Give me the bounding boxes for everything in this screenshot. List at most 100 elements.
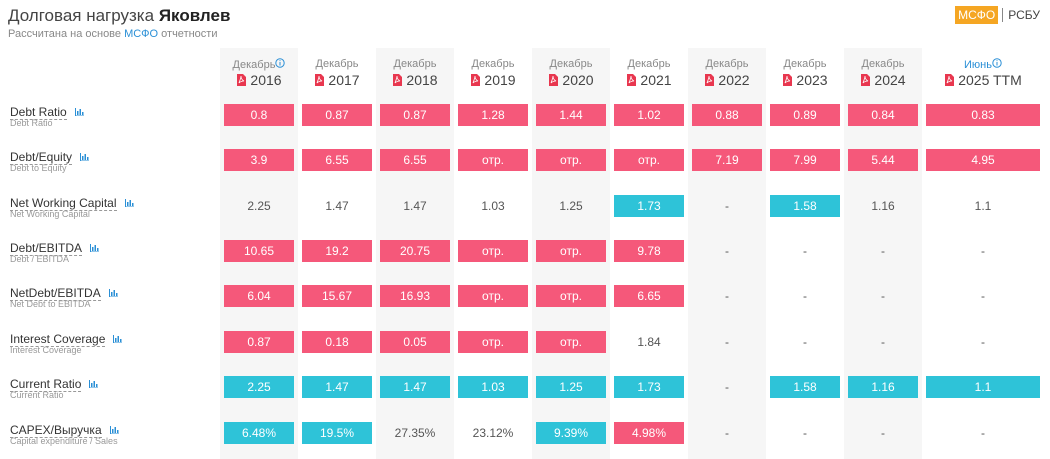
cell: -	[981, 335, 985, 349]
chart-icon[interactable]	[124, 199, 134, 208]
pdf-icon[interactable]	[236, 74, 247, 86]
cell: отр.	[614, 149, 684, 171]
cell: -	[881, 335, 885, 349]
period: Декабрь	[861, 58, 905, 70]
pdf-icon[interactable]	[944, 74, 955, 86]
cell: 4.98%	[614, 422, 684, 444]
chart-icon[interactable]	[113, 335, 123, 344]
cell: -	[881, 426, 885, 440]
subtitle-link[interactable]: МСФО	[124, 28, 159, 40]
cell: 1.73	[614, 195, 684, 217]
chart-icon[interactable]	[80, 153, 90, 162]
cell: 0.05	[380, 331, 450, 353]
pdf-icon[interactable]	[860, 74, 871, 86]
pdf-icon[interactable]	[392, 74, 403, 86]
cell: 9.78	[614, 240, 684, 262]
cell: -	[803, 244, 807, 258]
row-sublabel: Debt / EBITDA	[10, 254, 70, 264]
cell: -	[881, 289, 885, 303]
cell: -	[981, 244, 985, 258]
cell: 1.03	[481, 199, 505, 213]
cell: отр.	[536, 240, 606, 262]
cell: 1.47	[380, 376, 450, 398]
row-sublabel: Interest Coverage	[10, 345, 82, 355]
tab[interactable]: МСФО	[955, 6, 999, 24]
year: 2020	[562, 72, 594, 88]
cell: 5.44	[848, 149, 918, 171]
cell: 9.39%	[536, 422, 606, 444]
cell: 0.18	[302, 331, 372, 353]
pdf-icon[interactable]	[548, 74, 559, 86]
row-sublabel: Capital expenditure / Sales	[10, 436, 118, 446]
cell: 0.89	[770, 104, 840, 126]
tab[interactable]: РСБУ	[1002, 8, 1040, 22]
pdf-icon[interactable]	[704, 74, 715, 86]
year-wrap: 2021	[610, 72, 688, 88]
year-wrap: 2019	[454, 72, 532, 88]
cell: 1.25	[559, 199, 583, 213]
cell: -	[725, 289, 729, 303]
info-icon[interactable]	[992, 58, 1002, 68]
cell: 1.28	[458, 104, 528, 126]
cell: 0.87	[302, 104, 372, 126]
cell: -	[803, 335, 807, 349]
cell: -	[725, 335, 729, 349]
cell: 6.55	[380, 149, 450, 171]
period-wrap: Декабрь	[220, 58, 298, 71]
row-label: Net Working Capital	[10, 196, 117, 211]
period: Декабрь	[627, 58, 671, 70]
cell: 1.84	[637, 335, 661, 349]
cell: -	[981, 426, 985, 440]
year: 2019	[484, 72, 516, 88]
cell: 0.84	[848, 104, 918, 126]
cell: 0.8	[224, 104, 294, 126]
cell: 19.2	[302, 240, 372, 262]
year: 2023	[796, 72, 828, 88]
pdf-icon[interactable]	[782, 74, 793, 86]
cell: 1.1	[926, 376, 1040, 398]
chart-icon[interactable]	[108, 289, 118, 298]
period: Декабрь	[232, 59, 276, 71]
tabs: МСФО РСБУ	[955, 6, 1040, 24]
period-wrap: Декабрь	[610, 58, 688, 70]
year-wrap: 2017	[298, 72, 376, 88]
pdf-icon[interactable]	[470, 74, 481, 86]
cell: 6.04	[224, 285, 294, 307]
year: 2025 TTM	[958, 72, 1022, 88]
row-sublabel: Current Ratio	[10, 390, 64, 400]
year: 2016	[250, 72, 282, 88]
cell: -	[725, 380, 729, 394]
pdf-icon[interactable]	[626, 74, 637, 86]
row-label: Debt/Equity	[10, 150, 73, 165]
year-wrap: 2025 TTM	[922, 72, 1044, 88]
year-wrap: 2020	[532, 72, 610, 88]
cell: 7.99	[770, 149, 840, 171]
cell: отр.	[458, 331, 528, 353]
cell: 3.9	[224, 149, 294, 171]
year-wrap: 2018	[376, 72, 454, 88]
pdf-icon[interactable]	[314, 74, 325, 86]
chart-icon[interactable]	[74, 108, 84, 117]
cell: отр.	[536, 149, 606, 171]
cell: -	[725, 199, 729, 213]
period: Декабрь	[393, 58, 437, 70]
row-label-wrap: Debt/Equity	[10, 148, 90, 166]
period-wrap: Декабрь	[532, 58, 610, 70]
chart-icon[interactable]	[90, 244, 100, 253]
chart-icon[interactable]	[109, 426, 119, 435]
cell: 20.75	[380, 240, 450, 262]
company: Яковлев	[158, 6, 231, 25]
cell: -	[803, 289, 807, 303]
row-label-wrap: Debt/EBITDA	[10, 239, 100, 257]
cell: 1.47	[302, 376, 372, 398]
row-label-wrap: NetDebt/EBITDA	[10, 284, 118, 302]
info-icon[interactable]	[275, 58, 286, 68]
subtitle-text: Рассчитана на основе	[8, 28, 125, 40]
cell: 1.03	[458, 376, 528, 398]
period-wrap: Декабрь	[376, 58, 454, 70]
chart-icon[interactable]	[89, 380, 99, 389]
period: Декабрь	[315, 58, 359, 70]
year: 2017	[328, 72, 360, 88]
cell: 0.83	[926, 104, 1040, 126]
cell: 1.44	[536, 104, 606, 126]
